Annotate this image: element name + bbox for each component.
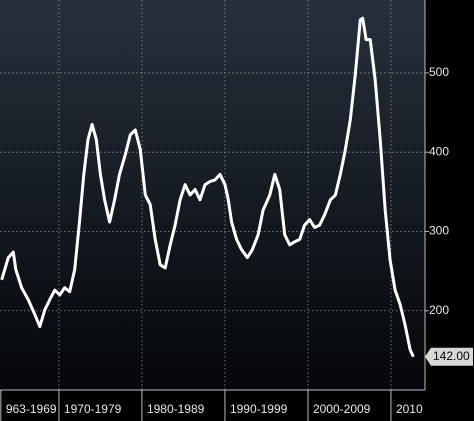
x-tick-label: 2010	[396, 402, 423, 416]
value-label: 142.00	[433, 349, 470, 363]
plot-area	[0, 0, 425, 390]
y-tick-label: 300	[429, 224, 449, 238]
x-tick-label: 1970-1979	[64, 402, 122, 416]
y-tick-label: 400	[429, 144, 449, 158]
y-tick-label: 200	[429, 303, 449, 317]
x-tick-label: 2000-2009	[313, 402, 371, 416]
x-tick-label: 963-1969	[6, 402, 57, 416]
x-tick-label: 1980-1989	[147, 402, 205, 416]
value-label-box	[425, 347, 473, 366]
x-tick-label: 1990-1999	[230, 402, 288, 416]
y-tick-label: 500	[429, 65, 449, 79]
line	[0, 16, 415, 358]
